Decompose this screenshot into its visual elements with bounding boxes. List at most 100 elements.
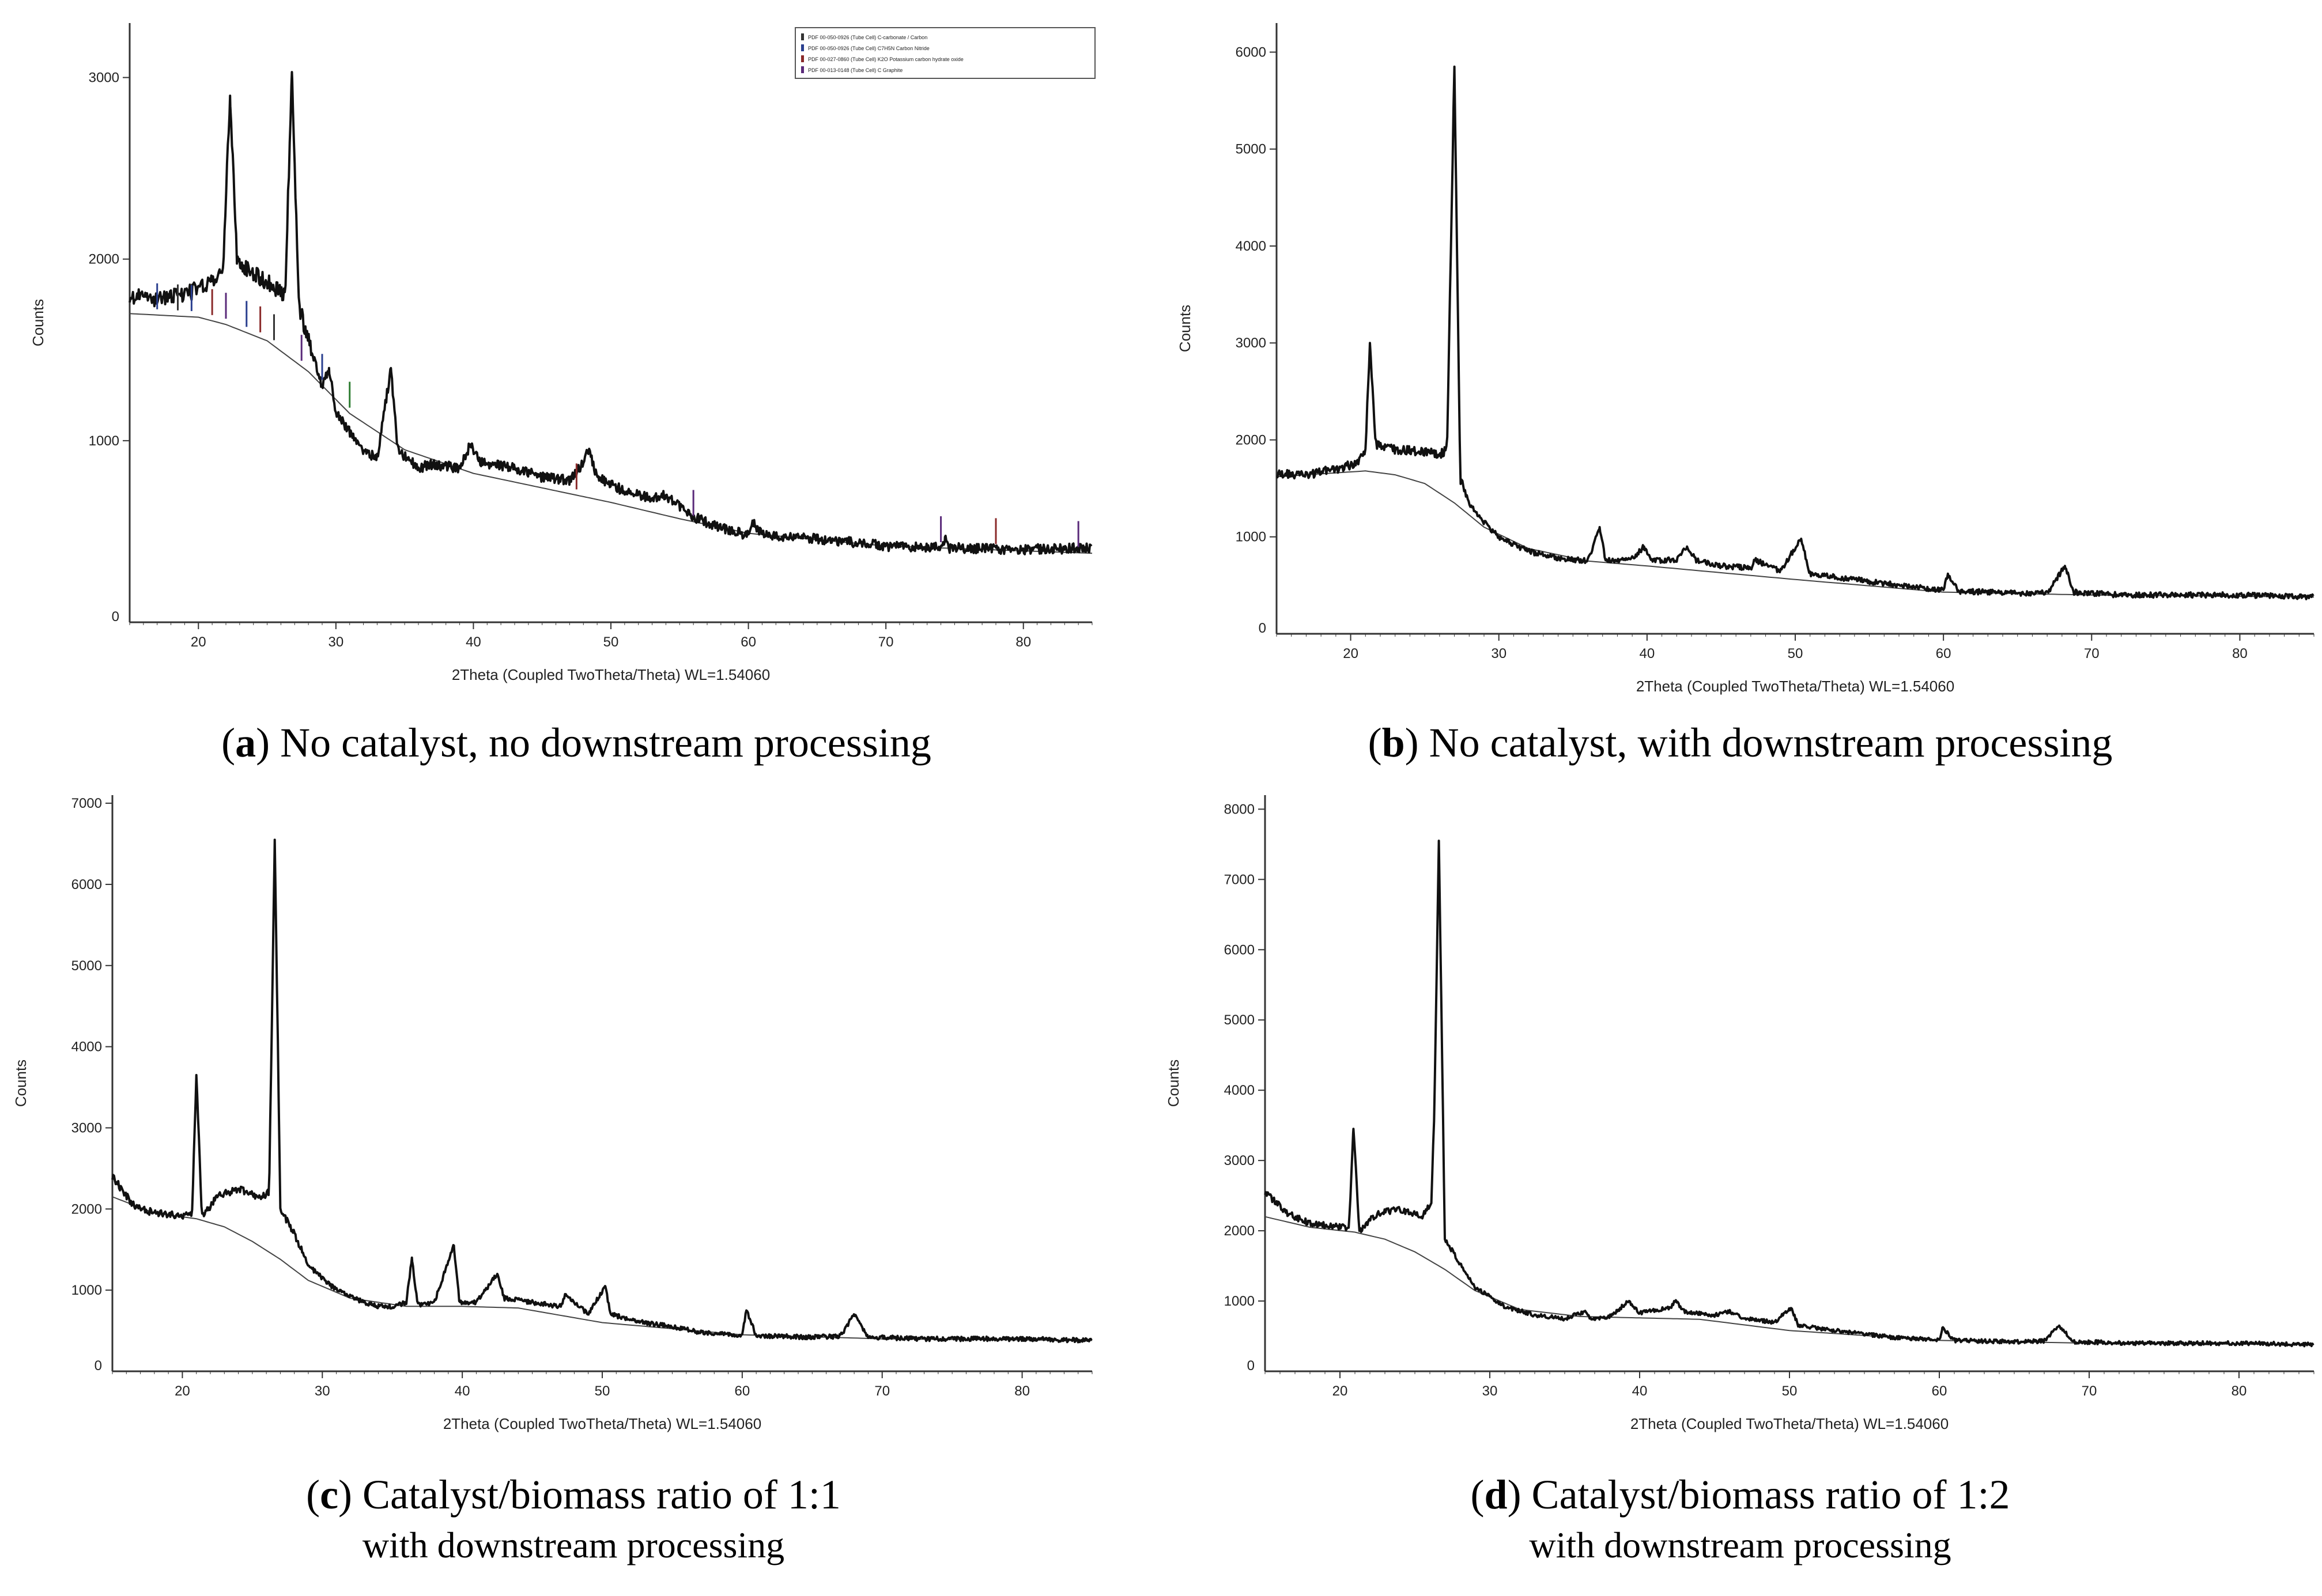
x-tick-label-b: 50 [1788, 646, 1803, 661]
chart-panel-d: 1000 2000 3000 4000 5000 6000 7000 8000 0 20 30 40 5… [1158, 772, 2322, 1463]
x-tick-label-a: 80 [1015, 634, 1031, 650]
y-tick-label-b: 3000 [1236, 335, 1266, 351]
y-tick-label-d: 5000 [1224, 1012, 1255, 1028]
x-tick-label-b: 40 [1640, 646, 1655, 661]
x-tick-label-c: 80 [1014, 1383, 1030, 1399]
legend-entry-a: PDF 00-027-0860 (Tube Cell) K2O Potassiu… [808, 56, 964, 62]
y-tick-label-c: 3000 [71, 1120, 102, 1136]
background-line-a [129, 313, 1093, 554]
y-tick-zero-d: 0 [1247, 1358, 1255, 1374]
y-axis-label-c: Counts [12, 1060, 29, 1107]
xrd-pattern-line-c [111, 838, 1093, 1344]
caption-b-text: No catalyst, with downstream processing [1418, 720, 2113, 766]
xrd-pattern-line-d [1264, 839, 2315, 1348]
x-tick-label-a: 50 [603, 634, 619, 650]
background-line-c [112, 1196, 1093, 1341]
x-axis-label-a: 2Theta (Coupled TwoTheta/Theta) WL=1.540… [452, 666, 770, 683]
xrd-pattern-line-b [1276, 65, 2315, 600]
legend-entry-a: PDF 00-050-0926 (Tube Cell) C-carbonate … [808, 35, 927, 40]
legend-entry-a: PDF 00-013-0148 (Tube Cell) C Graphite [808, 67, 903, 73]
caption-c-subtext: with downstream processing [362, 1525, 785, 1565]
caption-c-text: Catalyst/biomass ratio of 1:1 [352, 1472, 841, 1518]
x-tick-label-d: 80 [2232, 1383, 2247, 1399]
x-axis-label-b: 2Theta (Coupled TwoTheta/Theta) WL=1.540… [1636, 678, 1954, 695]
legend-swatch-a [801, 44, 804, 51]
caption-c-letter: c [320, 1472, 339, 1518]
chart-panel-b: 1000 2000 3000 4000 5000 6000 0 20 30 40 50 60 70 80 2… [1158, 0, 2322, 709]
caption-b-letter: b [1381, 720, 1405, 766]
x-tick-label-a: 30 [329, 634, 344, 650]
chart-panel-c: 1000 2000 3000 4000 5000 6000 7000 0 20 30 40 50 60 7… [0, 772, 1147, 1463]
legend-swatch-a [801, 55, 804, 62]
x-tick-label-c: 40 [455, 1383, 470, 1399]
y-axis-label-a: Counts [29, 299, 47, 346]
y-tick-label-d: 4000 [1224, 1083, 1255, 1098]
y-tick-label-d: 6000 [1224, 942, 1255, 958]
caption-b: (b) No catalyst, with downstream process… [1368, 720, 2113, 766]
x-tick-label-a: 70 [878, 634, 894, 650]
x-tick-label-c: 60 [735, 1383, 750, 1399]
chart-panel-a: 1000 2000 3000 0 20 30 40 50 60 70 80 2Theta (Coupl… [0, 0, 1147, 691]
x-tick-label-d: 60 [1932, 1383, 1947, 1399]
xrd-pattern-line-a [129, 71, 1093, 555]
caption-c: (c) Catalyst/biomass ratio of 1:1 with d… [0, 1469, 1147, 1571]
x-tick-label-b: 80 [2232, 646, 2248, 661]
xrd-chart-a: 1000 2000 3000 0 20 30 40 50 60 70 80 2Theta (Coupl… [29, 23, 1096, 683]
x-tick-label-a: 20 [191, 634, 206, 650]
y-tick-label-c: 5000 [71, 958, 102, 974]
caption-a: (a) No catalyst, no downstream processin… [221, 720, 931, 766]
background-line-d [1264, 1216, 2315, 1345]
caption-a-letter: a [235, 720, 256, 766]
y-tick-label-d: 2000 [1224, 1223, 1255, 1239]
y-tick-label-d: 1000 [1224, 1294, 1255, 1309]
caption-d-letter: d [1484, 1472, 1508, 1518]
background-line-b [1276, 470, 2315, 598]
y-tick-label-b: 1000 [1236, 530, 1266, 545]
y-tick-label-c: 2000 [71, 1201, 102, 1217]
caption-d: (d) Catalyst/biomass ratio of 1:2 with d… [1158, 1469, 2322, 1571]
y-tick-label-b: 5000 [1236, 142, 1266, 157]
y-tick-label-a: 1000 [89, 433, 119, 449]
y-tick-zero-c: 0 [95, 1358, 102, 1374]
y-tick-label-c: 7000 [71, 796, 102, 811]
x-tick-label-a: 40 [466, 634, 481, 650]
y-axis-label-b: Counts [1176, 305, 1194, 352]
y-tick-zero-b: 0 [1259, 621, 1266, 636]
y-tick-label-b: 2000 [1236, 432, 1266, 448]
y-tick-label-d: 3000 [1224, 1153, 1255, 1168]
y-tick-label-b: 6000 [1236, 44, 1266, 60]
legend-swatch-a [801, 33, 804, 40]
y-tick-label-c: 6000 [71, 877, 102, 892]
x-tick-label-d: 70 [2082, 1383, 2097, 1399]
caption-a-text: No catalyst, no downstream processing [270, 720, 931, 766]
x-tick-label-d: 40 [1632, 1383, 1648, 1399]
legend-swatch-a [801, 66, 804, 73]
x-axis-label-d: 2Theta (Coupled TwoTheta/Theta) WL=1.540… [1630, 1415, 1949, 1432]
x-tick-label-c: 20 [175, 1383, 190, 1399]
y-axis-label-d: Counts [1165, 1060, 1182, 1107]
caption-d-text: Catalyst/biomass ratio of 1:2 [1521, 1472, 2010, 1518]
y-tick-label-a: 3000 [89, 70, 119, 86]
x-tick-label-c: 30 [315, 1383, 330, 1399]
xrd-chart-b: 1000 2000 3000 4000 5000 6000 0 20 30 40 50 60 70 80 2… [1176, 23, 2315, 695]
legend-box-a [795, 27, 1096, 79]
y-tick-zero-a: 0 [112, 609, 119, 625]
y-tick-label-d: 8000 [1224, 801, 1255, 817]
x-tick-label-b: 20 [1343, 646, 1358, 661]
xrd-chart-c: 1000 2000 3000 4000 5000 6000 7000 0 20 30 40 50 60 7… [12, 795, 1093, 1432]
legend-entry-a: PDF 00-050-0926 (Tube Cell) C7H5N Carbon… [808, 46, 930, 51]
y-tick-label-c: 4000 [71, 1039, 102, 1055]
x-axis-label-c: 2Theta (Coupled TwoTheta/Theta) WL=1.540… [443, 1415, 761, 1432]
x-tick-label-c: 50 [595, 1383, 610, 1399]
x-tick-label-c: 70 [874, 1383, 890, 1399]
y-tick-label-c: 1000 [71, 1283, 102, 1298]
y-tick-label-a: 2000 [89, 252, 119, 267]
x-tick-label-d: 20 [1332, 1383, 1348, 1399]
caption-d-subtext: with downstream processing [1529, 1525, 1951, 1565]
y-tick-label-b: 4000 [1236, 239, 1266, 254]
x-tick-label-b: 30 [1491, 646, 1507, 661]
x-tick-label-b: 60 [1936, 646, 1951, 661]
xrd-chart-d: 1000 2000 3000 4000 5000 6000 7000 8000 0 20 30 40 5… [1165, 795, 2315, 1432]
x-tick-label-a: 60 [741, 634, 756, 650]
y-tick-label-d: 7000 [1224, 872, 1255, 887]
